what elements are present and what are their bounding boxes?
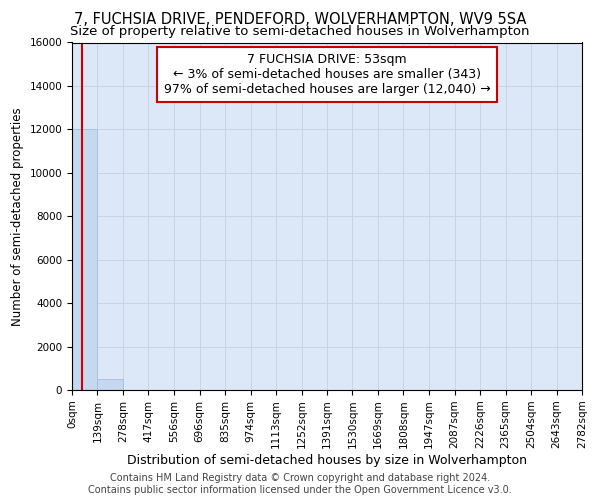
Text: Size of property relative to semi-detached houses in Wolverhampton: Size of property relative to semi-detach… (70, 25, 530, 38)
Bar (97, 379, 123, 390)
Bar (72, 130, 97, 390)
Text: 7 FUCHSIA DRIVE: 53sqm
← 3% of semi-detached houses are smaller (343)
97% of sem: 7 FUCHSIA DRIVE: 53sqm ← 3% of semi-deta… (164, 53, 490, 96)
Y-axis label: Number of semi-detached properties: Number of semi-detached properties (11, 107, 24, 326)
Text: 7, FUCHSIA DRIVE, PENDEFORD, WOLVERHAMPTON, WV9 5SA: 7, FUCHSIA DRIVE, PENDEFORD, WOLVERHAMPT… (74, 12, 526, 28)
X-axis label: Distribution of semi-detached houses by size in Wolverhampton: Distribution of semi-detached houses by … (127, 454, 527, 467)
Text: Contains HM Land Registry data © Crown copyright and database right 2024.
Contai: Contains HM Land Registry data © Crown c… (88, 474, 512, 495)
